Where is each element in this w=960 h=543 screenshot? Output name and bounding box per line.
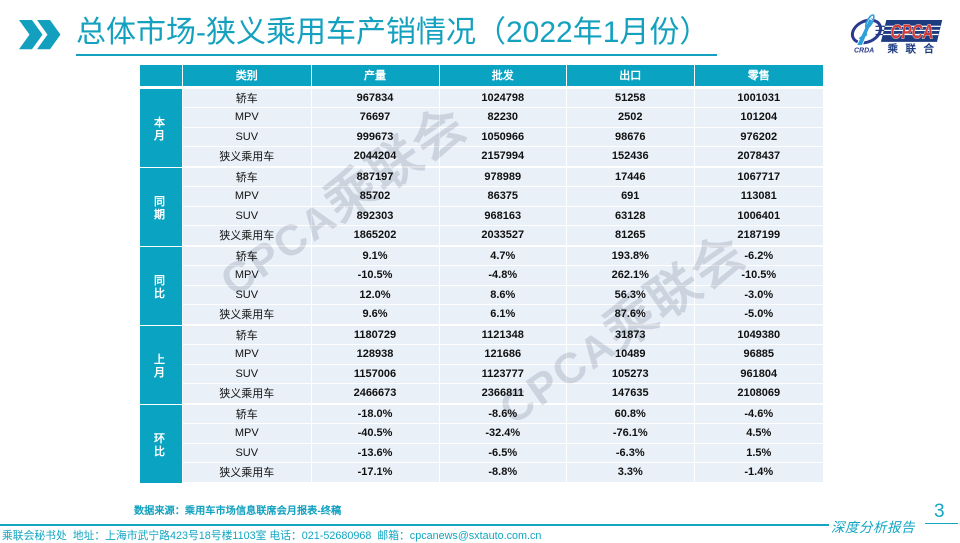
svg-text:乘联合: 乘联合 bbox=[887, 42, 935, 55]
svg-text:CRDA: CRDA bbox=[854, 48, 874, 55]
svg-text:CPCA: CPCA bbox=[891, 22, 934, 44]
